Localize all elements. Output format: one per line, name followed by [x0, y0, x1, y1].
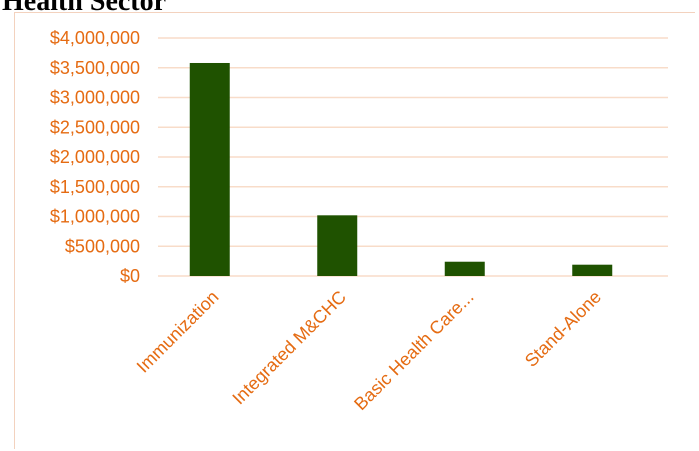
y-tick-label: $1,000,000 [50, 207, 140, 227]
y-tick-label: $1,500,000 [50, 177, 140, 197]
x-axis-category-labels: Immunization Integrated M&CHC Basic Health… [133, 287, 605, 414]
bars [189, 62, 613, 276]
chart-frame [14, 12, 695, 449]
bar [317, 215, 358, 276]
y-tick-label: $0 [120, 266, 140, 286]
y-tick-label: $500,000 [65, 236, 140, 256]
y-tick-label: $3,000,000 [50, 88, 140, 108]
bar [189, 62, 230, 276]
y-tick-label: $4,000,000 [50, 28, 140, 48]
y-tick-label: $2,500,000 [50, 117, 140, 137]
y-tick-label: $2,000,000 [50, 147, 140, 167]
y-tick-label: $3,500,000 [50, 58, 140, 78]
x-category-label: Integrated M&CHC [228, 287, 350, 409]
x-category-label: Immunization [133, 287, 223, 377]
x-category-label: Basic Health Care... [350, 287, 477, 414]
y-axis-tick-labels: $0 $500,000 $1,000,000 $1,500,000 $2,000,000… [50, 28, 140, 286]
gridlines [158, 37, 668, 277]
x-category-label: Stand-Alone [521, 287, 605, 371]
bar [572, 264, 613, 276]
bar [444, 261, 485, 276]
